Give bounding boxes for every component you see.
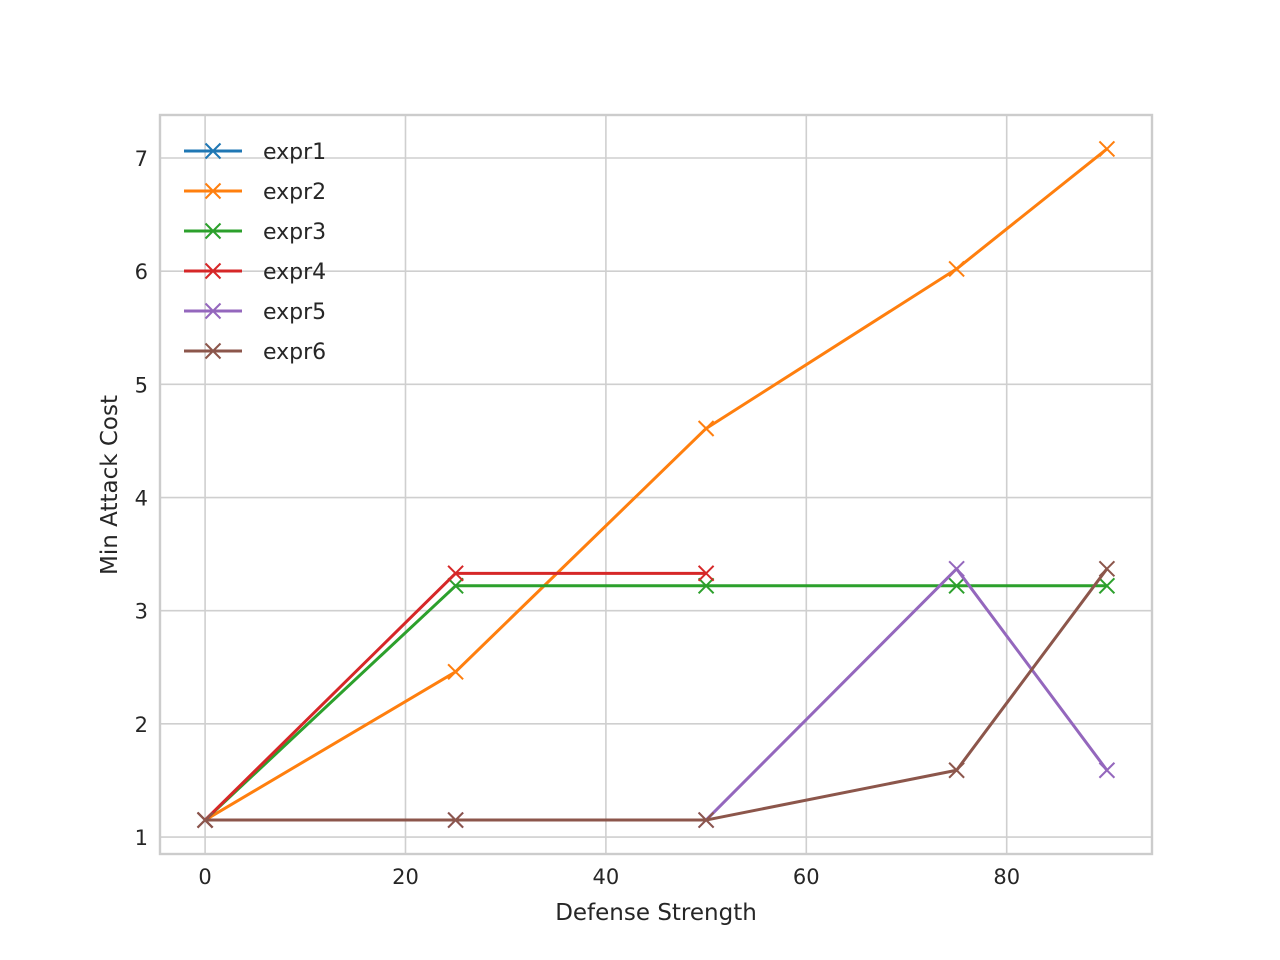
legend-label: expr6 [263, 340, 326, 365]
legend-item-expr4: expr4 [184, 260, 326, 285]
x-tick-label: 40 [593, 865, 620, 889]
legend-label: expr2 [263, 180, 326, 205]
x-tick-label: 60 [793, 865, 820, 889]
y-tick-labels: 1 2 3 4 5 6 7 [135, 147, 148, 850]
data-point-expr5 [948, 560, 965, 578]
series-line-expr3 [204, 584, 1107, 822]
data-point-expr4 [697, 565, 715, 582]
data-point-expr6 [948, 762, 965, 779]
legend-marker [204, 222, 222, 240]
legend-item-expr2: expr2 [184, 180, 326, 205]
x-tick-label: 80 [993, 865, 1020, 889]
data-point-expr6 [196, 811, 214, 829]
y-tick-label: 3 [135, 600, 148, 624]
data-point-expr6 [697, 811, 715, 829]
series-line-expr2 [204, 147, 1108, 822]
legend-marker [204, 342, 222, 360]
legend-label: expr4 [263, 260, 326, 285]
legend-item-expr3: expr3 [184, 220, 326, 245]
y-tick-label: 2 [135, 713, 148, 737]
series-expr5 [196, 560, 1116, 829]
legend-item-expr1: expr1 [184, 140, 326, 165]
x-axis-label: Defense Strength [555, 900, 757, 926]
data-point-expr4 [447, 565, 464, 582]
x-tick-label: 20 [392, 865, 419, 889]
legend-item-expr5: expr5 [184, 300, 326, 325]
y-tick-label: 4 [135, 487, 148, 511]
series-layer [196, 140, 1116, 829]
y-tick-label: 7 [135, 147, 148, 171]
data-point-expr3 [697, 577, 715, 594]
y-axis-label: Min Attack Cost [97, 395, 123, 575]
data-point-expr2 [1098, 140, 1116, 158]
data-point-expr3 [948, 577, 965, 594]
legend-marker [204, 302, 222, 320]
legend: expr1 expr2 expr3 expr4 expr5 expr6 [184, 140, 326, 365]
data-point-expr6 [1098, 560, 1116, 578]
data-point-expr5 [1098, 762, 1116, 779]
plot-frame [158, 113, 1154, 856]
data-point-expr6 [447, 811, 464, 829]
legend-label: expr3 [263, 220, 326, 245]
data-point-expr2 [948, 260, 965, 278]
data-point-expr2 [447, 663, 464, 681]
data-point-expr3 [447, 577, 464, 594]
y-tick-label: 1 [135, 826, 148, 850]
y-tick-label: 6 [135, 260, 148, 284]
data-point-expr2 [697, 420, 715, 437]
legend-marker [204, 142, 222, 160]
legend-label: expr5 [263, 300, 326, 325]
legend-item-expr6: expr6 [184, 340, 326, 365]
series-expr6 [196, 560, 1116, 829]
data-point-expr3 [1098, 577, 1116, 594]
legend-marker [204, 262, 222, 280]
y-tick-label: 5 [135, 373, 148, 397]
series-expr3 [196, 577, 1116, 829]
grid [160, 115, 1152, 854]
legend-label: expr1 [263, 140, 326, 165]
series-expr4 [196, 565, 715, 829]
legend-marker [204, 182, 222, 200]
x-tick-labels: 0 20 40 60 80 [198, 865, 1020, 889]
x-tick-label: 0 [198, 865, 211, 889]
